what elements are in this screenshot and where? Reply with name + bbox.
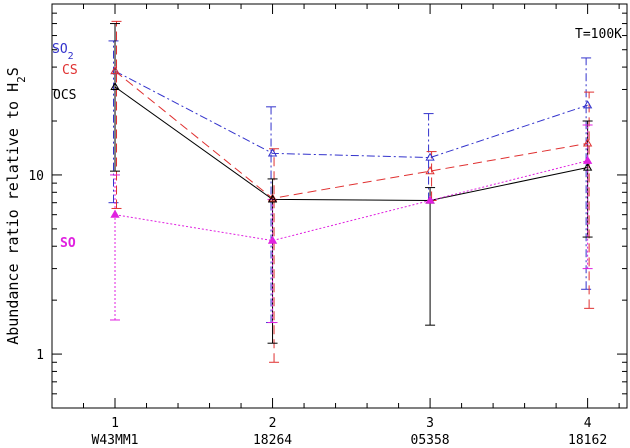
x-tick-label: 4: [584, 416, 592, 431]
data-point-so2: [425, 152, 435, 161]
plot-frame: [51, 3, 628, 409]
legend-cs: CS: [62, 63, 78, 78]
x-source-label: W43MM1: [92, 433, 139, 448]
series-lines: [114, 70, 588, 242]
data-point-cs: [582, 138, 593, 147]
series-line-ocs: [114, 86, 588, 201]
y-axis-title: Abundance ratio relative to H2S: [4, 67, 28, 345]
data-point-ocs: [582, 162, 593, 171]
series-line-cs: [114, 70, 588, 199]
data-point-cs: [425, 166, 435, 175]
x-source-label: 18264: [253, 433, 292, 448]
tick-labels: 1 10 1 W43MM1 2 18264 3 05358 4 18162: [28, 169, 607, 448]
data-point-so: [425, 195, 435, 204]
data-point-so: [267, 235, 278, 244]
data-point-cs: [267, 193, 278, 202]
data-point-so2: [267, 148, 278, 157]
x-source-label: 18162: [568, 433, 607, 448]
series-markers: [110, 66, 593, 244]
data-point-so: [582, 155, 593, 164]
temperature-annotation: T=100K: [575, 27, 622, 42]
series-line-so2: [114, 70, 588, 159]
legend-ocs: OCS: [53, 88, 76, 103]
x-tick-label: 1: [111, 416, 119, 431]
legend-so: SO: [60, 236, 76, 251]
y-tick-label: 1: [36, 348, 44, 363]
data-point-so: [110, 209, 120, 218]
data-point-cs: [110, 66, 120, 75]
axis-ticks: [51, 3, 627, 409]
data-point-ocs: [110, 81, 120, 91]
data-point-ocs: [267, 194, 278, 203]
x-tick-label: 2: [269, 416, 277, 431]
legend-so2: SO2: [52, 42, 74, 62]
error-bars: [108, 20, 595, 363]
x-source-label: 05358: [411, 433, 450, 448]
y-tick-label: 10: [28, 169, 44, 184]
x-tick-label: 3: [426, 416, 434, 431]
data-point-so2: [582, 100, 593, 109]
series-line-so: [114, 160, 588, 242]
